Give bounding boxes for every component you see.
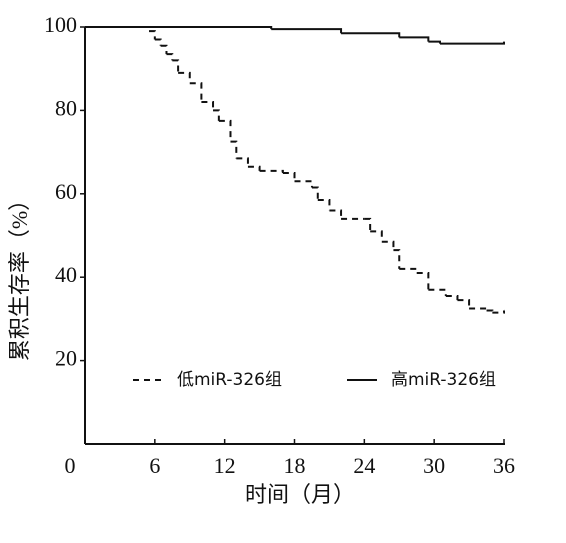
legend-label: 高miR-326组 bbox=[391, 370, 496, 390]
survival-step bbox=[236, 157, 249, 167]
survival-step bbox=[439, 41, 505, 45]
survival-step bbox=[172, 59, 180, 73]
survival-step bbox=[294, 180, 313, 188]
survival-step bbox=[416, 272, 430, 290]
x-tick-label: 0 bbox=[65, 453, 76, 478]
survival-step bbox=[230, 140, 238, 159]
survival-step bbox=[445, 294, 459, 301]
survival-step bbox=[399, 36, 430, 42]
survival-step bbox=[370, 230, 383, 242]
survival-step bbox=[154, 38, 162, 46]
survival-step bbox=[399, 267, 418, 274]
legend-label: 低miR-326组 bbox=[177, 370, 282, 390]
survival-step bbox=[469, 307, 488, 311]
survival-step bbox=[201, 101, 215, 111]
survival-step bbox=[247, 165, 261, 171]
survival-step bbox=[189, 82, 203, 103]
y-tick-label: 100 bbox=[44, 12, 77, 37]
y-tick-label: 20 bbox=[55, 346, 77, 371]
survival-step bbox=[381, 240, 395, 251]
y-tick-label: 60 bbox=[55, 179, 77, 204]
y-tick-label: 40 bbox=[55, 262, 77, 287]
survival-step bbox=[85, 26, 273, 30]
survival-step bbox=[149, 30, 156, 40]
x-tick-label: 30 bbox=[423, 453, 445, 478]
survival-step bbox=[428, 288, 447, 296]
survival-step bbox=[317, 199, 331, 211]
survival-step bbox=[218, 119, 232, 142]
y-axis-label: 累积生存率（%） bbox=[7, 189, 32, 361]
x-tick-label: 12 bbox=[214, 453, 236, 478]
survival-step bbox=[428, 40, 441, 44]
x-tick-label: 36 bbox=[493, 453, 515, 478]
survival-step bbox=[282, 171, 296, 182]
survival-step bbox=[341, 32, 401, 38]
survival-step bbox=[486, 309, 494, 313]
y-tick-label: 80 bbox=[55, 95, 77, 120]
survival-step bbox=[166, 53, 174, 61]
x-axis-label: 时间（月） bbox=[245, 482, 355, 507]
survival-step bbox=[492, 310, 505, 314]
x-tick-label: 24 bbox=[353, 453, 375, 478]
x-tick-label: 6 bbox=[149, 453, 160, 478]
survival-step bbox=[393, 249, 401, 269]
survival-step bbox=[160, 44, 168, 55]
survival-step bbox=[457, 299, 471, 309]
survival-step bbox=[213, 109, 220, 121]
x-tick-label: 18 bbox=[284, 453, 306, 478]
survival-step bbox=[271, 28, 343, 34]
survival-step bbox=[178, 71, 191, 84]
survival-step bbox=[259, 169, 284, 173]
survival-step bbox=[364, 217, 372, 232]
survival-step bbox=[329, 209, 343, 219]
survival-step bbox=[311, 186, 319, 201]
